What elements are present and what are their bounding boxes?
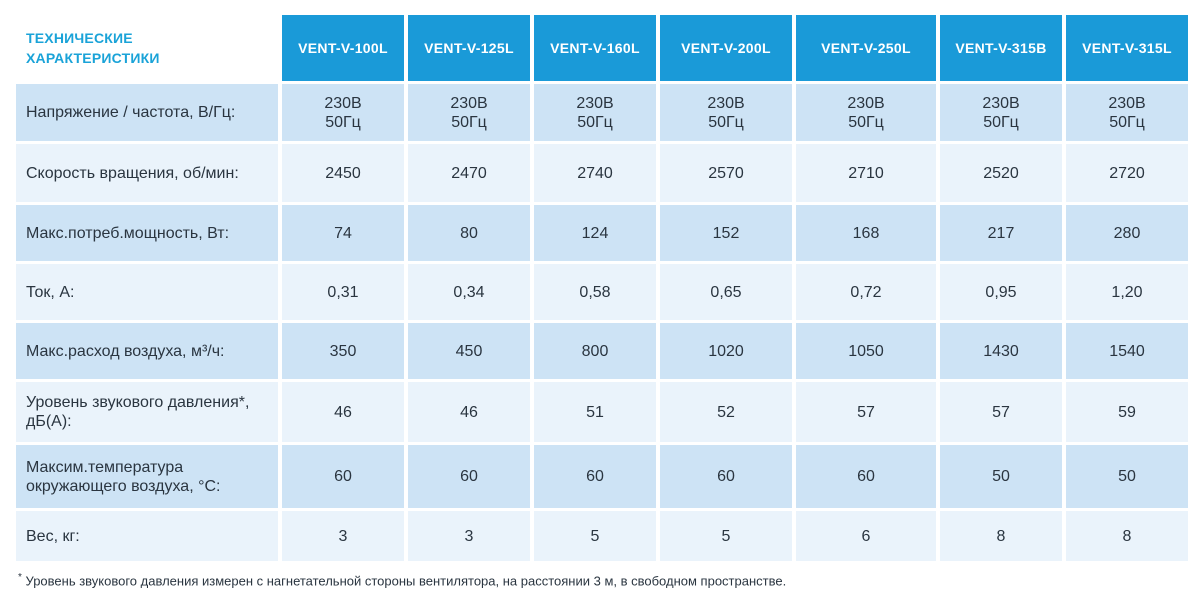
table-title: ТЕХНИЧЕСКИЕ ХАРАКТЕРИСТИКИ [16,15,278,81]
table-cell: 2450 [282,144,404,202]
table-cell: 1050 [796,323,936,379]
table-cell: 1540 [1066,323,1188,379]
row-label-power: Макс.потреб.мощность, Вт: [16,205,278,261]
row-power: Макс.потреб.мощность, Вт: 74 80 124 152 … [16,205,1188,261]
table-cell: 46 [408,382,530,442]
table-cell: 52 [660,382,792,442]
table-cell: 1430 [940,323,1062,379]
model-header-100l: VENT-V-100L [282,15,404,81]
table-cell: 230В 50Гц [796,84,936,141]
table-cell: 230В 50Гц [660,84,792,141]
table-cell: 230В 50Гц [534,84,656,141]
table-cell: 60 [282,445,404,508]
table-cell: 0,95 [940,264,1062,320]
footnote: * Уровень звукового давления измерен с н… [18,572,786,588]
table-cell: 2710 [796,144,936,202]
table-title-line2: ХАРАКТЕРИСТИКИ [26,50,160,66]
table-cell: 60 [408,445,530,508]
table-cell: 5 [534,511,656,561]
row-label-sound: Уровень звукового давления*, дБ(А): [16,382,278,442]
model-header-160l: VENT-V-160L [534,15,656,81]
table-cell: 0,31 [282,264,404,320]
table-cell: 280 [1066,205,1188,261]
table-cell: 1020 [660,323,792,379]
model-header-315b: VENT-V-315B [940,15,1062,81]
footnote-text: Уровень звукового давления измерен с наг… [25,573,787,589]
row-temperature: Максим.температура окружающего воздуха, … [16,445,1188,508]
table-cell: 50 [1066,445,1188,508]
table-cell: 6 [796,511,936,561]
model-header-200l: VENT-V-200L [660,15,792,81]
table-cell: 3 [282,511,404,561]
table-cell: 60 [796,445,936,508]
table-cell: 230В 50Гц [1066,84,1188,141]
row-sound: Уровень звукового давления*, дБ(А): 46 4… [16,382,1188,442]
table-cell: 230В 50Гц [282,84,404,141]
table-cell: 2470 [408,144,530,202]
table-cell: 46 [282,382,404,442]
table-cell: 2570 [660,144,792,202]
row-label-weight: Вес, кг: [16,511,278,561]
table-cell: 8 [940,511,1062,561]
row-voltage: Напряжение / частота, В/Гц: 230В 50Гц 230… [16,84,1188,141]
table-cell: 5 [660,511,792,561]
row-airflow: Макс.расход воздуха, м³/ч: 350 450 800 1… [16,323,1188,379]
row-current: Ток, А: 0,31 0,34 0,58 0,65 0,72 0,95 1,… [16,264,1188,320]
table-cell: 57 [796,382,936,442]
table-cell: 80 [408,205,530,261]
row-label-airflow: Макс.расход воздуха, м³/ч: [16,323,278,379]
table-cell: 2740 [534,144,656,202]
table-cell: 450 [408,323,530,379]
row-label-current: Ток, А: [16,264,278,320]
table-title-line1: ТЕХНИЧЕСКИЕ [26,30,133,46]
table-cell: 217 [940,205,1062,261]
table-cell: 800 [534,323,656,379]
row-label-temperature: Максим.температура окружающего воздуха, … [16,445,278,508]
model-header-250l: VENT-V-250L [796,15,936,81]
table-cell: 57 [940,382,1062,442]
table-cell: 50 [940,445,1062,508]
table-cell: 51 [534,382,656,442]
table-cell: 2720 [1066,144,1188,202]
model-header-125l: VENT-V-125L [408,15,530,81]
row-label-voltage: Напряжение / частота, В/Гц: [16,84,278,141]
table-cell: 350 [282,323,404,379]
row-speed: Скорость вращения, об/мин: 2450 2470 274… [16,144,1188,202]
table-cell: 59 [1066,382,1188,442]
table-cell: 3 [408,511,530,561]
table-cell: 0,72 [796,264,936,320]
table-cell: 168 [796,205,936,261]
table-cell: 60 [660,445,792,508]
table-cell: 2520 [940,144,1062,202]
table-cell: 230В 50Гц [408,84,530,141]
table-cell: 124 [534,205,656,261]
table-cell: 152 [660,205,792,261]
table-cell: 1,20 [1066,264,1188,320]
model-header-315l: VENT-V-315L [1066,15,1188,81]
row-label-speed: Скорость вращения, об/мин: [16,144,278,202]
table-cell: 230В 50Гц [940,84,1062,141]
table-cell: 0,34 [408,264,530,320]
footnote-mark: * [18,572,22,583]
row-weight: Вес, кг: 3 3 5 5 6 8 8 [16,511,1188,561]
table-cell: 8 [1066,511,1188,561]
spec-table: ТЕХНИЧЕСКИЕ ХАРАКТЕРИСТИКИ VENT-V-100L V… [12,12,1192,564]
table-cell: 0,65 [660,264,792,320]
table-cell: 0,58 [534,264,656,320]
table-cell: 74 [282,205,404,261]
header-row: ТЕХНИЧЕСКИЕ ХАРАКТЕРИСТИКИ VENT-V-100L V… [16,15,1188,81]
table-cell: 60 [534,445,656,508]
